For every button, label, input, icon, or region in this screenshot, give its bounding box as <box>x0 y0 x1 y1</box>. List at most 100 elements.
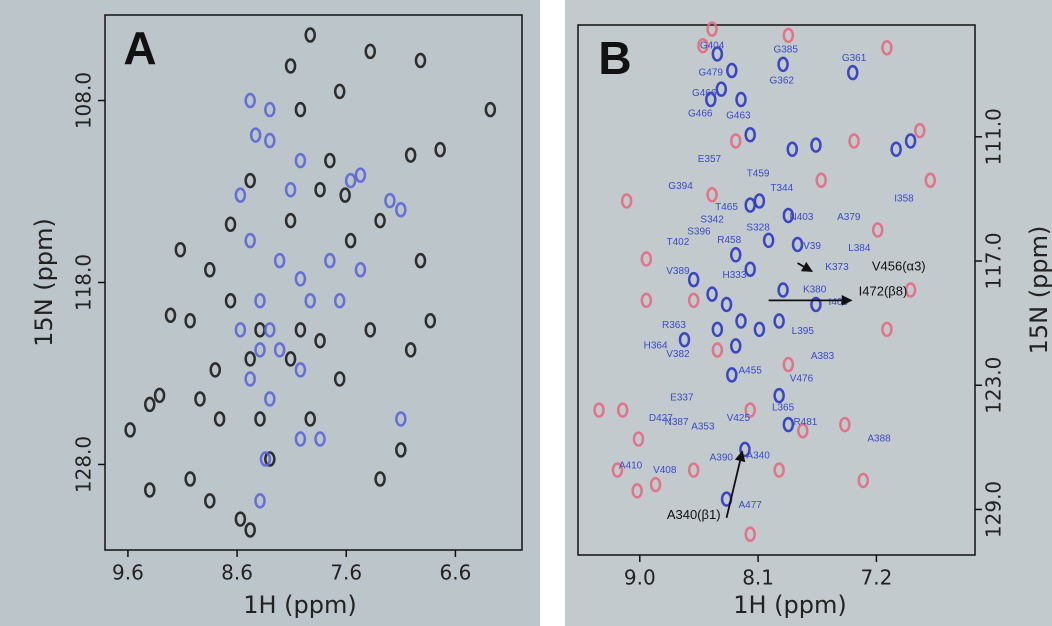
peak <box>294 362 307 378</box>
peak <box>374 212 386 229</box>
peak <box>744 126 756 143</box>
callout-label: A340(β1) <box>667 507 721 522</box>
peak-label: I400 <box>829 297 849 308</box>
x-tick-label: 9.0 <box>624 566 656 590</box>
peak-label: L384 <box>848 243 871 254</box>
peak <box>254 493 266 509</box>
peak <box>204 262 216 278</box>
peak <box>153 387 166 404</box>
y-tick-label: 123.0 <box>982 357 1006 414</box>
peak-label: S328 <box>746 223 770 234</box>
peak-label: G394 <box>668 181 693 192</box>
peak-label: K373 <box>825 262 849 273</box>
peak <box>244 371 256 387</box>
peak <box>777 56 789 73</box>
peak <box>144 482 156 498</box>
peak <box>304 27 316 43</box>
callout-label: V456(α3) <box>872 259 926 274</box>
peak-label: R363 <box>662 320 686 331</box>
peak <box>273 342 286 358</box>
peak <box>364 43 377 60</box>
peak <box>881 321 893 338</box>
peak <box>711 321 724 338</box>
peak <box>857 472 870 489</box>
peak-label: V408 <box>653 465 677 476</box>
peak-label: T344 <box>770 183 793 194</box>
y-axis-label: 15N (ppm) <box>30 218 58 347</box>
peak <box>124 422 136 438</box>
peak <box>395 201 407 218</box>
peak <box>374 471 386 487</box>
peak <box>797 423 809 439</box>
peak <box>782 207 795 224</box>
peak <box>184 471 196 487</box>
peak <box>744 402 756 418</box>
peak <box>404 342 417 358</box>
peak-label: V39 <box>803 241 821 252</box>
x-tick-label: 8.1 <box>742 566 774 590</box>
peak-label: G404 <box>700 40 725 51</box>
x-axis-label: 1H (ppm) <box>243 591 357 619</box>
peak <box>711 46 724 62</box>
panel-label: B <box>598 32 631 84</box>
peak <box>914 122 926 139</box>
peak <box>234 322 247 338</box>
peak-label: A379 <box>837 212 861 223</box>
peak <box>729 247 742 263</box>
peak <box>706 187 718 203</box>
peak <box>729 338 742 354</box>
peak <box>264 132 276 149</box>
peak <box>144 396 156 413</box>
peak-label: G385 <box>773 44 798 55</box>
peak <box>294 152 307 169</box>
peak-label: T465 <box>715 202 738 213</box>
peak <box>720 296 733 313</box>
peak-label: T402 <box>667 237 690 248</box>
peak <box>687 462 700 478</box>
peak <box>414 52 427 69</box>
peak-label: H333 <box>722 270 746 281</box>
peak <box>254 411 266 427</box>
peak <box>773 462 785 478</box>
peak <box>424 312 437 329</box>
peak <box>744 526 756 543</box>
peak <box>782 416 795 433</box>
peak <box>810 137 822 153</box>
peak <box>881 40 893 56</box>
peak <box>314 332 326 349</box>
peak <box>284 351 297 367</box>
peak <box>194 391 206 407</box>
x-tick-label: 7.6 <box>330 561 362 585</box>
peak <box>846 64 859 81</box>
peak <box>904 133 917 149</box>
peak <box>687 271 700 288</box>
peak <box>184 312 196 329</box>
peak-label: A388 <box>867 434 891 445</box>
panel-b-background <box>565 0 1052 626</box>
peak <box>284 181 297 198</box>
peak <box>744 197 756 213</box>
peak <box>244 172 256 189</box>
peak <box>697 37 709 54</box>
peak <box>294 101 307 118</box>
peak <box>640 292 653 309</box>
peak <box>904 282 917 298</box>
peak-label: A477 <box>739 500 763 511</box>
peak <box>786 141 799 157</box>
peak <box>640 251 653 267</box>
peak <box>810 296 822 313</box>
peak <box>244 92 256 109</box>
peak-label: S396 <box>687 227 711 238</box>
peak <box>344 172 357 189</box>
peak <box>687 292 700 309</box>
peak <box>726 62 738 79</box>
y-tick-label: 129.0 <box>982 481 1006 538</box>
peak-label: G362 <box>770 76 795 87</box>
x-tick-label: 8.6 <box>221 561 253 585</box>
peak-label: L365 <box>772 403 795 414</box>
peak <box>395 442 407 458</box>
peak <box>333 371 346 387</box>
peak <box>611 462 624 478</box>
peak <box>649 476 662 493</box>
peak <box>773 313 785 329</box>
